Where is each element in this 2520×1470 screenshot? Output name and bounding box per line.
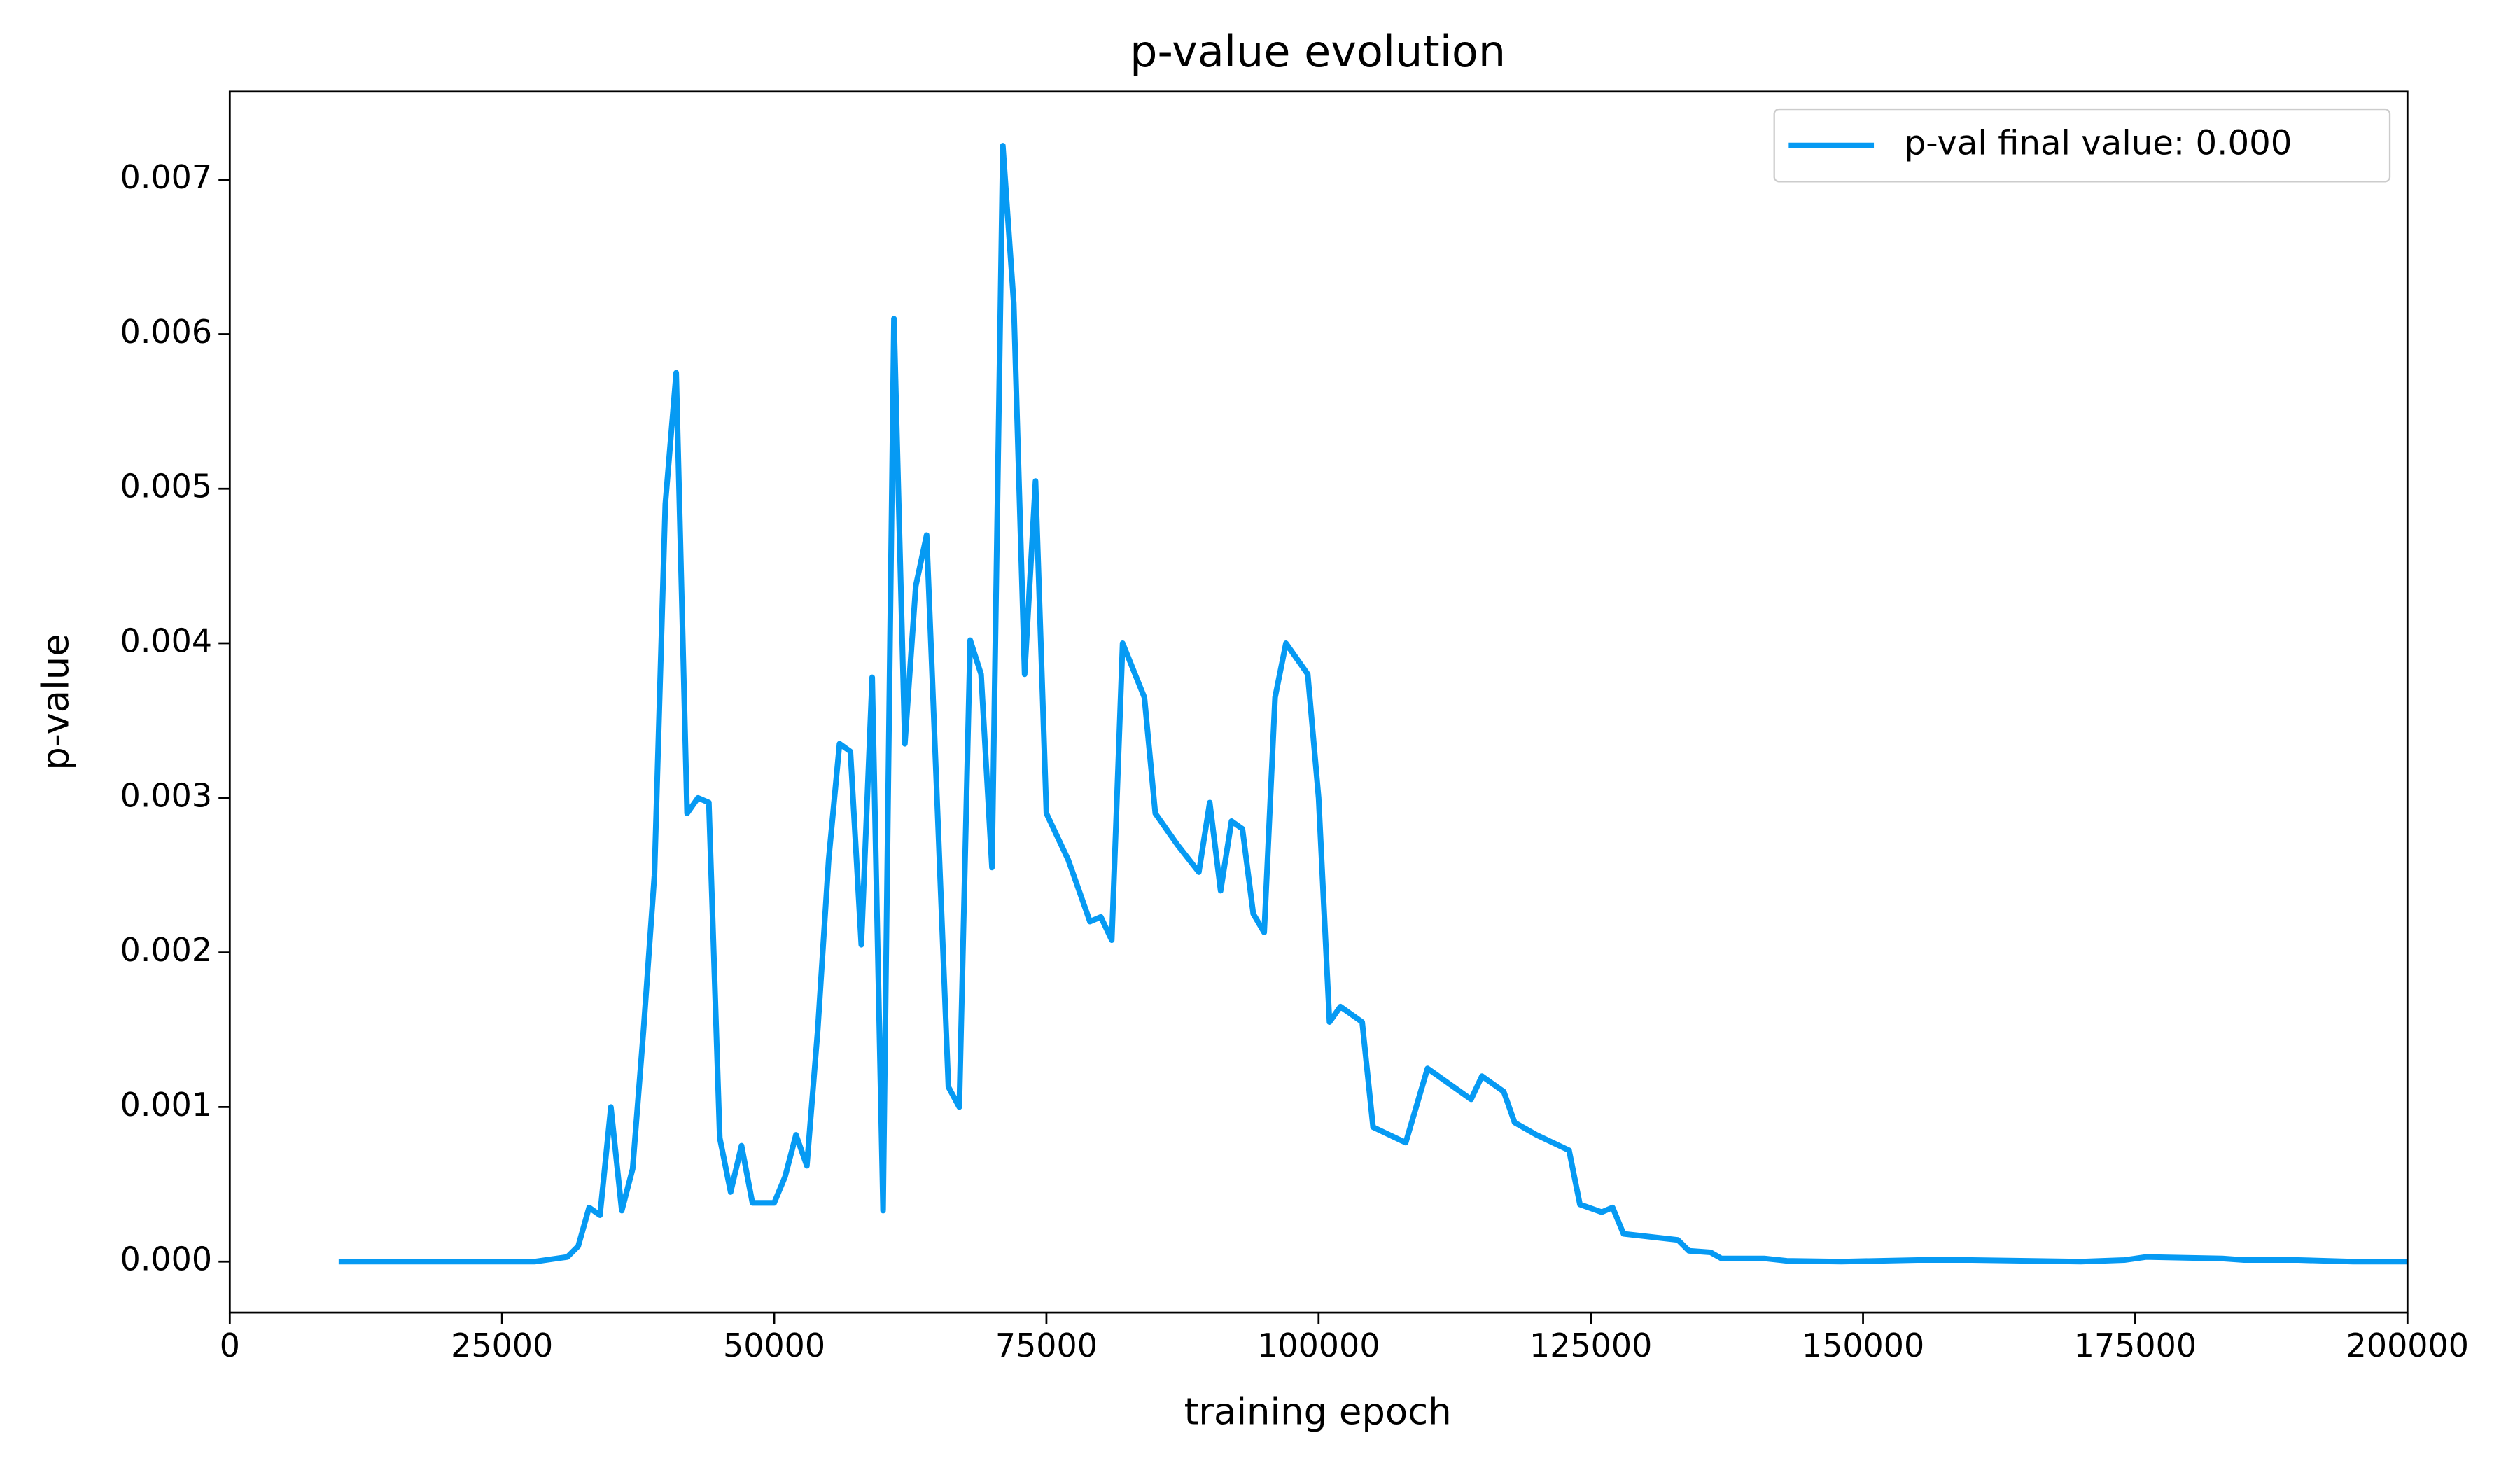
x-tick-label: 0 [220,1326,240,1364]
x-tick-label: 50000 [723,1326,825,1364]
chart-title: p-value evolution [1130,26,1506,77]
y-tick-label: 0.004 [120,622,212,660]
x-tick-label: 200000 [2346,1326,2469,1364]
y-tick-label: 0.005 [120,468,212,505]
y-tick-label: 0.007 [120,158,212,196]
x-tick-label: 100000 [1257,1326,1380,1364]
legend-label: p-val final value: 0.000 [1905,124,2292,163]
y-tick-label: 0.000 [120,1240,212,1278]
x-tick-label: 125000 [1530,1326,1652,1364]
x-tick-label: 25000 [451,1326,553,1364]
legend: p-val final value: 0.000 [1773,108,2391,183]
y-tick-label: 0.003 [120,776,212,814]
x-tick-label: 75000 [995,1326,1098,1364]
x-tick-label: 175000 [2074,1326,2197,1364]
legend-box [1773,108,2391,183]
y-tick-label: 0.001 [120,1086,212,1124]
data-line [338,143,2408,1265]
y-axis-label: p-value [34,634,77,770]
y-tick-label: 0.006 [120,313,212,351]
x-tick-label: 150000 [1802,1326,1924,1364]
x-axis-label: training epoch [1184,1390,1452,1433]
y-tick-label: 0.002 [120,931,212,969]
plot-frame [228,90,2409,1314]
